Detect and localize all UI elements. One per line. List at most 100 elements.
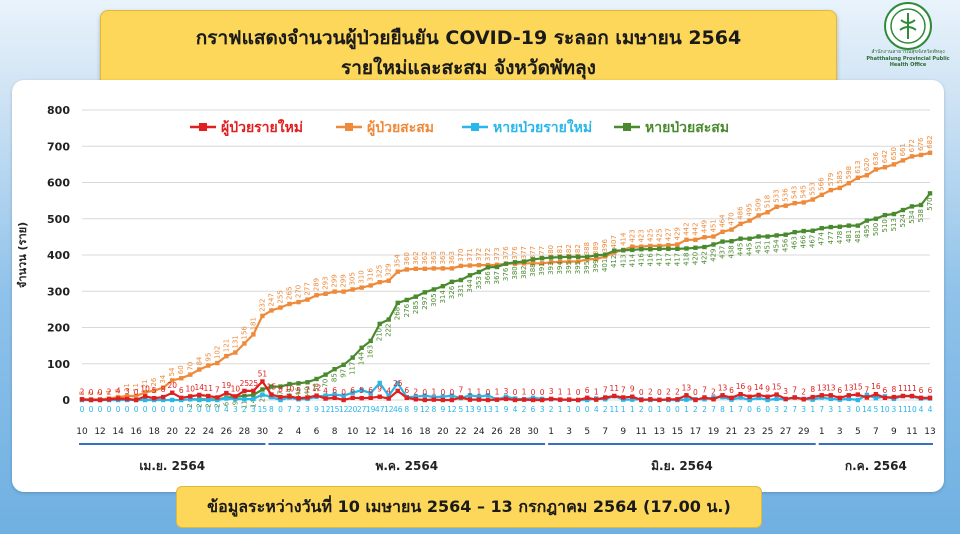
data-point-new_cases — [657, 397, 662, 403]
data-label-new_recovered: 2 — [783, 405, 788, 414]
y-tick-label: 800 — [47, 104, 70, 117]
data-label-cum_recovered: 534 — [908, 210, 916, 224]
data-point-new_recovered — [341, 393, 346, 398]
data-label-cum_cases: 362 — [412, 251, 420, 264]
data-point-new_cases — [179, 395, 184, 401]
data-label-new_cases: 16 — [871, 382, 881, 391]
data-label-cum_recovered: 413 — [619, 254, 627, 267]
data-point-new_cases — [160, 394, 166, 400]
data-label-cum_cases: 270 — [295, 285, 303, 298]
data-label-cum_recovered: 422 — [700, 251, 708, 264]
data-point-cum_cases — [296, 299, 301, 305]
data-label-new_cases: 1 — [468, 388, 473, 397]
data-point-cum_recovered — [431, 287, 437, 292]
data-label-new_cases: 7 — [702, 385, 707, 394]
data-label-new_recovered: 11 — [609, 405, 619, 414]
x-tick-label: 16 — [130, 427, 142, 437]
data-label-cum_cases: 381 — [556, 245, 564, 258]
data-point-new_recovered — [467, 393, 473, 398]
data-point-new_recovered — [485, 393, 491, 398]
data-label-new_recovered: 5 — [459, 405, 464, 414]
data-label-new_recovered: 4 — [513, 405, 518, 414]
data-label-cum_cases: 277 — [304, 282, 312, 295]
data-point-new_cases — [864, 395, 870, 400]
data-label-new_cases: 7 — [459, 385, 464, 394]
data-label-new_recovered: 3 — [828, 405, 833, 414]
data-point-cum_recovered — [368, 338, 373, 344]
data-label-cum_cases: 598 — [845, 166, 853, 179]
data-label-cum_cases: 34 — [159, 374, 167, 383]
data-point-cum_cases — [413, 266, 418, 271]
data-point-cum_cases — [287, 301, 292, 307]
data-label-cum_recovered: 474 — [818, 232, 826, 246]
data-label-cum_cases: 265 — [285, 287, 293, 300]
data-point-cum_cases — [323, 291, 328, 296]
data-label-new_recovered: 6 — [756, 405, 761, 414]
data-label-new_recovered: 1 — [657, 405, 662, 414]
data-point-cum_cases — [594, 256, 599, 262]
data-label-new_recovered: 9 — [440, 405, 445, 414]
data-label-new_cases: 0 — [486, 388, 491, 397]
data-label-cum_recovered: 395 — [583, 261, 591, 274]
data-point-new_recovered — [368, 390, 373, 396]
data-point-cum_recovered — [918, 202, 924, 208]
data-label-cum_recovered: 388 — [529, 263, 537, 276]
data-point-cum_cases — [539, 261, 545, 266]
data-point-new_cases — [810, 394, 815, 400]
x-tick-label: 12 — [94, 427, 105, 437]
data-label-cum_cases: 545 — [800, 185, 808, 198]
data-point-cum_recovered — [323, 372, 328, 377]
data-point-new_recovered — [630, 397, 635, 402]
data-label-cum_cases: 382 — [565, 244, 573, 257]
data-point-cum_recovered — [693, 245, 698, 250]
data-label-cum_cases: 470 — [728, 212, 736, 225]
data-label-cum_cases: 425 — [655, 229, 663, 242]
data-label-new_cases: 14 — [195, 383, 205, 392]
x-tick-label: 5 — [855, 427, 861, 437]
data-label-cum_cases: 363 — [430, 251, 438, 264]
x-tick-label: 5 — [584, 427, 590, 437]
data-label-new_cases: 0 — [341, 388, 346, 397]
data-label-new_cases: 7 — [305, 385, 310, 394]
data-point-new_recovered — [738, 395, 743, 400]
legend-label-cum_recovered: หายป่วยสะสม — [645, 120, 729, 136]
data-label-new_cases: 6 — [404, 386, 409, 395]
data-point-new_recovered — [188, 397, 193, 402]
data-label-cum_recovered: 14 — [249, 398, 257, 407]
data-label-new_recovered: 0 — [747, 405, 752, 414]
data-point-new_cases — [729, 395, 734, 401]
data-label-cum_cases: 95 — [204, 353, 212, 362]
data-point-new_cases — [79, 397, 85, 402]
data-point-cum_recovered — [846, 223, 852, 228]
data-point-cum_recovered — [774, 233, 779, 238]
data-point-new_recovered — [774, 396, 779, 402]
data-point-new_recovered — [422, 393, 428, 398]
data-label-cum_cases: 121 — [222, 339, 230, 352]
data-label-cum_recovered: 29 — [258, 393, 266, 402]
data-point-new_cases — [747, 394, 752, 399]
x-tick-label: 20 — [437, 427, 449, 437]
data-label-new_recovered: 4 — [928, 405, 933, 414]
data-label-cum_recovered: 144 — [358, 351, 366, 365]
data-point-new_cases — [431, 397, 437, 402]
data-label-cum_recovered: 445 — [737, 243, 745, 256]
data-label-new_recovered: 7 — [738, 405, 743, 414]
data-point-cum_cases — [242, 341, 247, 346]
data-label-cum_recovered: 437 — [719, 246, 727, 259]
data-label-cum_cases: 423 — [637, 229, 645, 242]
data-point-cum_recovered — [449, 279, 455, 285]
x-tick-label: 28 — [509, 427, 521, 437]
data-point-cum_cases — [575, 259, 581, 264]
data-label-new_cases: 2 — [666, 387, 671, 396]
data-label-new_recovered: 3 — [801, 405, 806, 414]
data-label-new_cases: 19 — [222, 381, 232, 390]
data-label-cum_recovered: 481 — [854, 230, 862, 243]
data-point-new_cases — [801, 397, 806, 402]
data-point-cum_cases — [666, 243, 671, 248]
data-label-new_recovered: 1 — [558, 405, 563, 414]
data-label-new_recovered: 9 — [413, 405, 418, 414]
data-label-new_cases: 6 — [179, 386, 184, 395]
data-label-new_cases: 16 — [736, 382, 746, 391]
data-point-new_recovered — [873, 395, 879, 401]
data-point-cum_cases — [260, 313, 265, 319]
